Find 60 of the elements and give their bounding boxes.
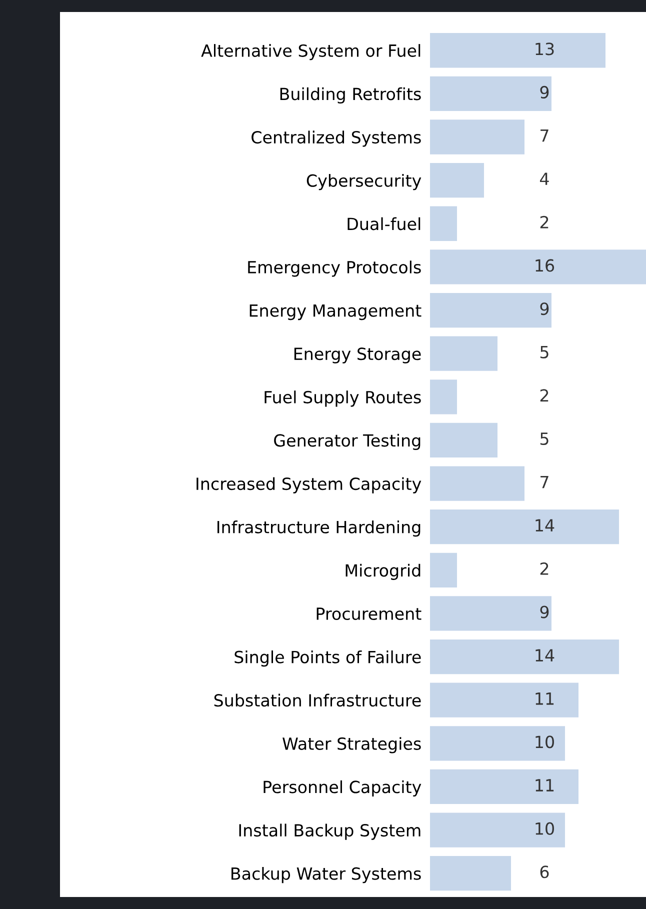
y-tick-label: Fuel Supply Routes bbox=[264, 390, 421, 407]
bar bbox=[430, 380, 457, 414]
data-label: 5 bbox=[540, 432, 548, 446]
bar bbox=[430, 76, 552, 112]
data-label: 2 bbox=[540, 389, 548, 402]
bar bbox=[430, 812, 565, 848]
data-label: 5 bbox=[540, 346, 548, 358]
y-tick-label: Energy Management bbox=[250, 304, 422, 320]
data-label: 9 bbox=[540, 302, 549, 316]
bar bbox=[430, 682, 578, 718]
data-label: 2 bbox=[540, 216, 548, 228]
y-tick-label: Building Retrofits bbox=[280, 87, 421, 104]
bar bbox=[430, 856, 511, 891]
y-tick-label: Install Backup System bbox=[239, 824, 420, 840]
bar bbox=[430, 552, 457, 588]
y-tick-label: Single Points of Failure bbox=[234, 650, 421, 667]
data-label: 11 bbox=[536, 692, 554, 705]
data-label: 11 bbox=[536, 779, 554, 792]
bar bbox=[430, 726, 565, 761]
bar bbox=[430, 769, 578, 804]
y-tick-label: Procurement bbox=[316, 608, 422, 620]
y-tick-label: Water Strategies bbox=[282, 737, 421, 754]
data-label: 10 bbox=[536, 822, 554, 835]
y-tick-label: Backup Water Systems bbox=[232, 867, 421, 884]
data-label: 6 bbox=[540, 866, 549, 878]
data-label: 7 bbox=[540, 129, 548, 142]
bar bbox=[430, 292, 552, 328]
bar bbox=[430, 639, 619, 674]
data-label: 2 bbox=[540, 562, 548, 575]
data-label: 10 bbox=[536, 736, 554, 748]
bar bbox=[430, 466, 524, 501]
data-label: 9 bbox=[540, 606, 549, 618]
bar bbox=[430, 596, 552, 631]
y-tick-label: Alternative System or Fuel bbox=[201, 44, 420, 60]
data-label: 9 bbox=[540, 86, 549, 99]
y-tick-label: Cybersecurity bbox=[306, 174, 422, 190]
bar bbox=[430, 162, 484, 198]
bar bbox=[430, 250, 646, 284]
data-label: 13 bbox=[536, 42, 554, 56]
data-label: 7 bbox=[540, 476, 548, 488]
bar bbox=[430, 336, 498, 371]
y-tick-label: Emergency Protocols bbox=[248, 260, 421, 277]
bar bbox=[430, 422, 498, 458]
y-tick-label: Energy Storage bbox=[294, 348, 421, 364]
bar bbox=[430, 206, 457, 241]
bar bbox=[430, 33, 606, 68]
y-tick-label: Dual-fuel bbox=[348, 217, 420, 230]
y-tick-label: Increased System Capacity bbox=[196, 477, 422, 494]
data-label: 14 bbox=[536, 519, 554, 532]
y-tick-label: Microgrid bbox=[346, 564, 420, 580]
y-tick-label: Centralized Systems bbox=[252, 130, 421, 147]
y-tick-label: Personnel Capacity bbox=[264, 780, 422, 797]
bar bbox=[430, 510, 619, 544]
y-tick-label: Infrastructure Hardening bbox=[217, 520, 420, 537]
bar bbox=[430, 120, 524, 154]
y-tick-label: Substation Infrastructure bbox=[214, 694, 421, 707]
data-label: 16 bbox=[536, 259, 554, 272]
data-label: 4 bbox=[540, 172, 549, 185]
y-tick-label: Generator Testing bbox=[274, 434, 420, 450]
data-label: 14 bbox=[536, 649, 554, 662]
